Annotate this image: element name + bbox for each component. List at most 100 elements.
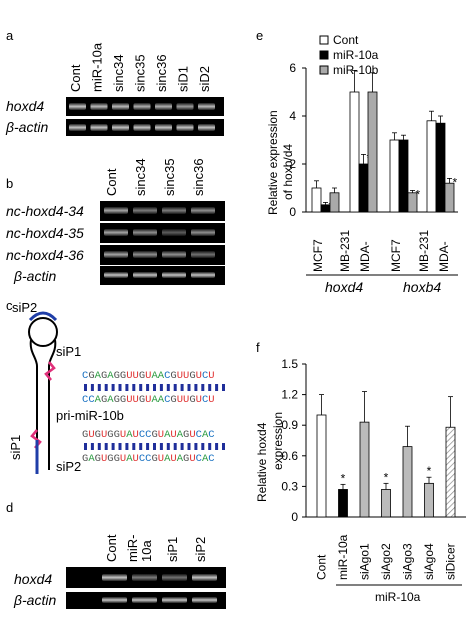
f-ytick-label: 0.9 <box>281 418 298 432</box>
panel-a-band-r0-l4 <box>155 103 172 110</box>
panel-b-lane-labels: Cont sinc34 sinc35 sinc36 <box>104 158 206 196</box>
label-sip2-top: siP2 <box>12 300 37 315</box>
panel-f-group-label: miR-10a <box>375 590 421 604</box>
panel-a-band-r0-l0 <box>69 103 86 110</box>
f-xlabel-4: siAgo3 <box>401 543 415 580</box>
panel-a-lane-2: sinc34 <box>111 54 126 92</box>
e-bar-3-0 <box>426 120 437 213</box>
sequence-alignments: CGAGAGGUUGUAACGUUGUCU CCAGAGGUUGUAACGUUGU… <box>82 370 225 465</box>
panel-b-band-r1-l3 <box>191 229 215 236</box>
panel-a-row-hoxd4: hoxd4 <box>6 98 44 114</box>
f-star-1: * <box>341 471 346 485</box>
panel-b-band-r2-l2 <box>162 251 186 258</box>
panel-d-band-r0-l3 <box>192 574 217 581</box>
f-ytick-label: 1.2 <box>281 388 298 402</box>
panel-d-band-r0-l1 <box>132 574 157 581</box>
panel-b-band-r0-l1 <box>133 207 157 214</box>
panel-a-lane-1: miR-10a <box>90 42 105 92</box>
panel-a-band-r0-l6 <box>198 103 215 110</box>
e-ytick-label: 2 <box>289 157 296 171</box>
f-star-3: * <box>384 470 389 484</box>
seq-sip2-target: GUGUGGUAUCCGUAUAGUCAC <box>82 429 215 441</box>
panel-a-band-r0-l2 <box>112 103 129 110</box>
panel-b-band-r3-l0 <box>104 272 128 278</box>
e-ytick-label: 4 <box>289 109 296 123</box>
panel-e: e Relative expression of hoxb/d4 0246***… <box>256 28 458 295</box>
panel-b-band-r3-l2 <box>162 272 186 278</box>
panel-a-letter: a <box>6 28 14 43</box>
seq-pair-ticks-2 <box>84 443 225 450</box>
panel-e-group-hoxd4: hoxd4 <box>325 279 363 295</box>
panel-e-letter: e <box>256 28 263 43</box>
panel-a-band-r1-l1 <box>90 124 108 131</box>
panel-d-band-r0-l2 <box>162 574 187 581</box>
e-star-2-2: * <box>416 187 421 201</box>
panel-f-letter: f <box>256 340 260 355</box>
f-bar-5 <box>424 482 434 518</box>
e-bar-0-2 <box>329 192 340 213</box>
panel-c: c siP2 siP1 siP1 pri-miR-10b siP2 CGAGAG… <box>6 298 225 474</box>
panel-b-row-36: nc-hoxd4-36 <box>6 247 84 263</box>
panel-f-chart: 0 0.3 0.6 0.9 1.2 1.5 Cont * miR-10a siAgo1 * siAgo… <box>281 357 466 580</box>
e-bar-3-1 <box>435 122 446 213</box>
panel-d-row-actin: β-actin <box>13 592 56 608</box>
f-bar-1 <box>338 489 348 518</box>
target-site-upper <box>44 361 56 381</box>
panel-b-band-r0-l3 <box>191 207 215 214</box>
f-bar-4 <box>402 446 413 518</box>
panel-a-band-r1-l3 <box>133 124 151 131</box>
panel-d-lane-sip1: siP1 <box>165 537 180 562</box>
panel-a-band-r1-l6 <box>198 124 215 131</box>
panel-b-row-35: nc-hoxd4-35 <box>6 225 84 241</box>
panel-d-band-r1-l2 <box>162 597 187 603</box>
f-bar-6 <box>445 426 456 518</box>
panel-d-lane-mir-2: 10a <box>139 540 154 562</box>
panel-d-letter: d <box>6 500 13 515</box>
panel-b-band-r1-l1 <box>133 229 157 236</box>
e-bar-2-1 <box>398 139 409 213</box>
panel-e-legend: Cont miR-10a miR-10b <box>319 33 379 77</box>
panel-f-ylabel-1: Relative hoxd4 <box>255 422 269 502</box>
panel-b-lane-2: sinc35 <box>162 158 177 196</box>
label-sip1: siP1 <box>56 344 81 359</box>
panel-b-bands <box>104 207 215 278</box>
panel-a-lane-6: siD2 <box>197 66 212 92</box>
e-ytick-label: 6 <box>289 61 296 75</box>
e-bar-2-0 <box>389 139 400 213</box>
sip2-arc <box>28 311 58 322</box>
e-xlabel-2: MDA- <box>358 241 372 272</box>
panel-c-letter: c <box>6 298 13 313</box>
seq-sip2-pri: GAGUGGUAUCCGUAUAGUCAC <box>82 453 215 465</box>
f-xlabel-6: siDicer <box>444 543 458 580</box>
panel-b-band-r0-l0 <box>104 207 128 214</box>
panel-a-lane-4: sinc36 <box>154 54 169 92</box>
legend-cont: Cont <box>333 33 359 47</box>
f-xlabel-1: miR-10a <box>336 534 350 580</box>
hairpin-diagram <box>28 311 58 474</box>
panel-e-group-hoxb4: hoxb4 <box>403 279 441 295</box>
f-xlabel-3: siAgo2 <box>379 543 393 580</box>
panel-f-ylabel-2: expression <box>271 412 285 470</box>
panel-e-ylabel-2: of hoxb/d4 <box>281 144 295 200</box>
f-xlabel-5: siAgo4 <box>422 543 436 580</box>
panel-a-band-r0-l1 <box>90 103 108 110</box>
panel-b-band-r1-l0 <box>104 229 128 236</box>
panel-b-lane-0: Cont <box>104 168 119 196</box>
panel-a-band-r0-l5 <box>176 103 194 110</box>
e-ytick-label: 0 <box>289 205 296 219</box>
panel-b-row-actin: β-actin <box>13 268 56 284</box>
panel-e-ylabel-1: Relative expression <box>266 110 280 215</box>
f-bar-2 <box>359 421 370 518</box>
panel-a-band-r1-l4 <box>155 124 172 131</box>
panel-a-lane-5: siD1 <box>176 66 191 92</box>
f-ytick-label: 0.3 <box>281 479 298 493</box>
panel-d-lane-mir-1: miR- <box>125 535 140 562</box>
f-xlabel-0: Cont <box>315 554 329 580</box>
e-xlabel-0: MCF7 <box>311 239 325 272</box>
panel-b: b Cont sinc34 sinc35 sinc36 nc-hoxd4-34 nc-… <box>6 158 225 285</box>
f-bar-0 <box>316 414 327 518</box>
panel-a-band-r0-l3 <box>133 103 151 110</box>
panel-f: f Relative hoxd4 expression 0 0.3 0.6 0.9 1.… <box>255 340 466 604</box>
